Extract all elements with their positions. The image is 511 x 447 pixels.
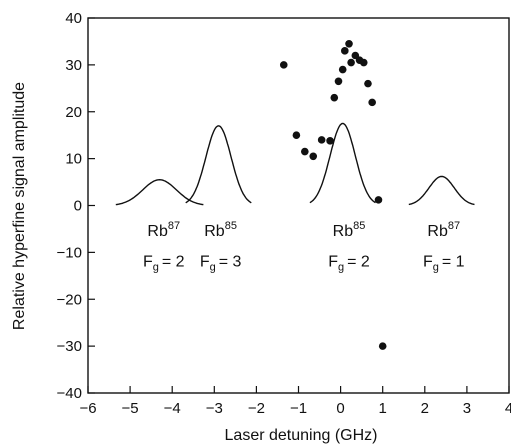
y-tick-label: 20	[65, 104, 82, 121]
x-axis-title: Laser detuning (GHz)	[225, 427, 378, 444]
y-axis-title: Relative hyperfine signal amplitude	[11, 82, 28, 330]
y-tick-label: 40	[65, 10, 82, 27]
isotope-label: Rb85	[333, 220, 366, 240]
y-tick-labels: −40 −30 −20 −10 0 10 20 30 40	[57, 10, 82, 402]
y-tick-label: 0	[74, 198, 82, 215]
y-tick-label: −30	[57, 338, 82, 355]
data-point	[345, 39, 353, 48]
y-tick-label: −40	[57, 385, 82, 402]
x-tick-label: 0	[336, 400, 344, 417]
x-ticks	[87, 386, 510, 393]
x-tick-label: 3	[463, 400, 471, 417]
plot-frame	[87, 17, 510, 394]
x-tick-label: −4	[164, 400, 181, 417]
x-tick-label: −3	[206, 400, 223, 417]
data-point	[309, 152, 318, 161]
data-point	[301, 147, 309, 156]
data-point	[330, 93, 339, 102]
x-tick-label: 4	[505, 400, 511, 417]
isotope-label: Rb87	[147, 220, 180, 240]
x-tick-label: −6	[79, 400, 96, 417]
data-points	[279, 39, 387, 350]
data-point	[378, 342, 387, 350]
x-tick-label: −5	[122, 400, 139, 417]
data-point	[334, 77, 343, 86]
y-ticks	[88, 17, 95, 394]
x-tick-label: −2	[248, 400, 265, 417]
data-point	[279, 61, 288, 69]
level-label: Fg = 1	[423, 253, 465, 273]
y-tick-label: 10	[65, 151, 82, 168]
data-point	[347, 58, 355, 67]
data-point	[359, 58, 368, 67]
x-tick-labels: −6 −5 −4 −3 −2 −1 0 1 2 3 4	[79, 400, 511, 417]
level-label: Fg = 2	[143, 253, 185, 273]
peak-annotations: Rb87 Fg = 2 Rb85 Fg = 3 Rb85 Fg = 2 Rb87 Fg = 1	[143, 220, 465, 273]
data-point	[317, 136, 326, 144]
data-point	[338, 65, 347, 74]
peak-curve	[185, 125, 252, 204]
peak-curve	[115, 178, 204, 206]
level-label: Fg = 2	[328, 253, 370, 273]
x-tick-label: 1	[379, 400, 387, 417]
data-point	[326, 137, 334, 145]
data-point	[364, 79, 372, 88]
y-tick-label: −10	[57, 244, 82, 261]
x-tick-label: 2	[421, 400, 429, 417]
peak-label: Rb87 Fg = 1	[423, 220, 465, 273]
data-point	[368, 98, 376, 107]
peak-label: Rb85 Fg = 3	[200, 220, 242, 273]
peak-curve	[309, 122, 376, 204]
x-tick-label: −1	[290, 400, 307, 417]
peak-label: Rb85 Fg = 2	[328, 220, 370, 273]
peak-curves	[115, 122, 475, 206]
level-label: Fg = 3	[200, 253, 242, 273]
isotope-label: Rb87	[427, 220, 460, 240]
peak-label: Rb87 Fg = 2	[143, 220, 185, 273]
peak-curve	[408, 175, 475, 206]
y-tick-label: −20	[57, 291, 82, 308]
y-tick-label: 30	[65, 57, 82, 74]
data-point	[292, 131, 301, 139]
data-point	[374, 196, 383, 204]
data-point	[341, 47, 349, 55]
isotope-label: Rb85	[204, 220, 237, 240]
